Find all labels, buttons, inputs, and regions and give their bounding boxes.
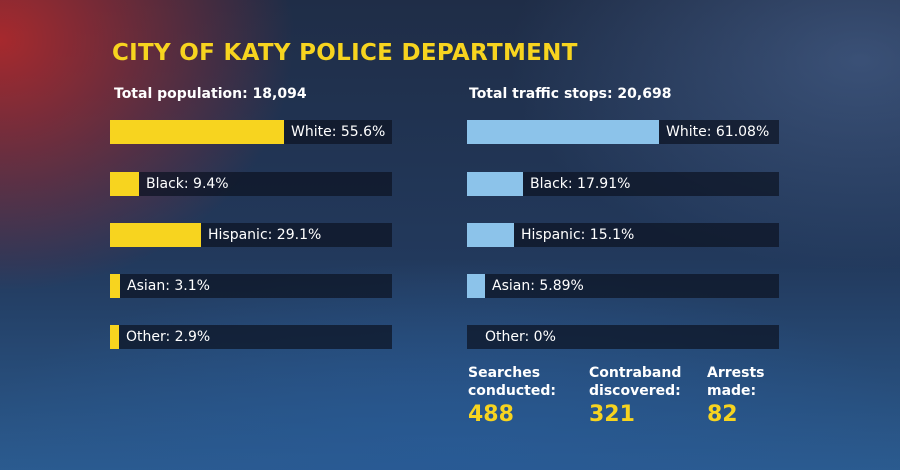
arrests-label: Arrests made: bbox=[707, 365, 765, 399]
traffic-stops-row-hispanic: Hispanic: 15.1% bbox=[467, 223, 779, 247]
traffic-stops-row-white: White: 61.08% bbox=[467, 120, 779, 144]
page-title: CITY OF KATY POLICE DEPARTMENT bbox=[112, 40, 578, 66]
population-row-hispanic: Hispanic: 29.1% bbox=[110, 223, 392, 247]
traffic-stops-label-white: White: 61.08% bbox=[666, 124, 770, 140]
arrests-stat: Arrests made: 82 bbox=[707, 364, 765, 427]
population-row-white: White: 55.6% bbox=[110, 120, 392, 144]
traffic-stops-bar-white bbox=[467, 120, 659, 144]
searches-value: 488 bbox=[468, 402, 514, 427]
traffic-stops-bar-black bbox=[467, 172, 523, 196]
traffic-stops-row-asian: Asian: 5.89% bbox=[467, 274, 779, 298]
population-label-hispanic: Hispanic: 29.1% bbox=[208, 227, 322, 243]
contraband-value: 321 bbox=[589, 402, 635, 427]
population-label-black: Black: 9.4% bbox=[146, 176, 229, 192]
arrests-value: 82 bbox=[707, 402, 738, 427]
population-bar-asian bbox=[110, 274, 120, 298]
traffic-stops-bar-asian bbox=[467, 274, 485, 298]
population-bar-other bbox=[110, 325, 119, 349]
traffic-stops-bar-hispanic bbox=[467, 223, 514, 247]
population-row-other: Other: 2.9% bbox=[110, 325, 392, 349]
traffic-stops-label-asian: Asian: 5.89% bbox=[492, 278, 584, 294]
traffic-stops-total: Total traffic stops: 20,698 bbox=[469, 86, 672, 102]
searches-label: Searches conducted: bbox=[468, 365, 556, 399]
searches-stat: Searches conducted: 488 bbox=[468, 364, 556, 427]
population-total: Total population: 18,094 bbox=[114, 86, 307, 102]
population-bar-hispanic bbox=[110, 223, 201, 247]
population-label-white: White: 55.6% bbox=[291, 124, 386, 140]
traffic-stops-row-black: Black: 17.91% bbox=[467, 172, 779, 196]
population-bar-black bbox=[110, 172, 139, 196]
population-bar-white bbox=[110, 120, 284, 144]
population-label-other: Other: 2.9% bbox=[126, 329, 211, 345]
contraband-stat: Contraband discovered: 321 bbox=[589, 364, 681, 427]
population-row-black: Black: 9.4% bbox=[110, 172, 392, 196]
traffic-stops-label-other: Other: 0% bbox=[485, 329, 556, 345]
traffic-stops-row-other: Other: 0% bbox=[467, 325, 779, 349]
traffic-stops-label-hispanic: Hispanic: 15.1% bbox=[521, 227, 635, 243]
traffic-stops-label-black: Black: 17.91% bbox=[530, 176, 631, 192]
population-row-asian: Asian: 3.1% bbox=[110, 274, 392, 298]
population-label-asian: Asian: 3.1% bbox=[127, 278, 210, 294]
contraband-label: Contraband discovered: bbox=[589, 365, 682, 399]
